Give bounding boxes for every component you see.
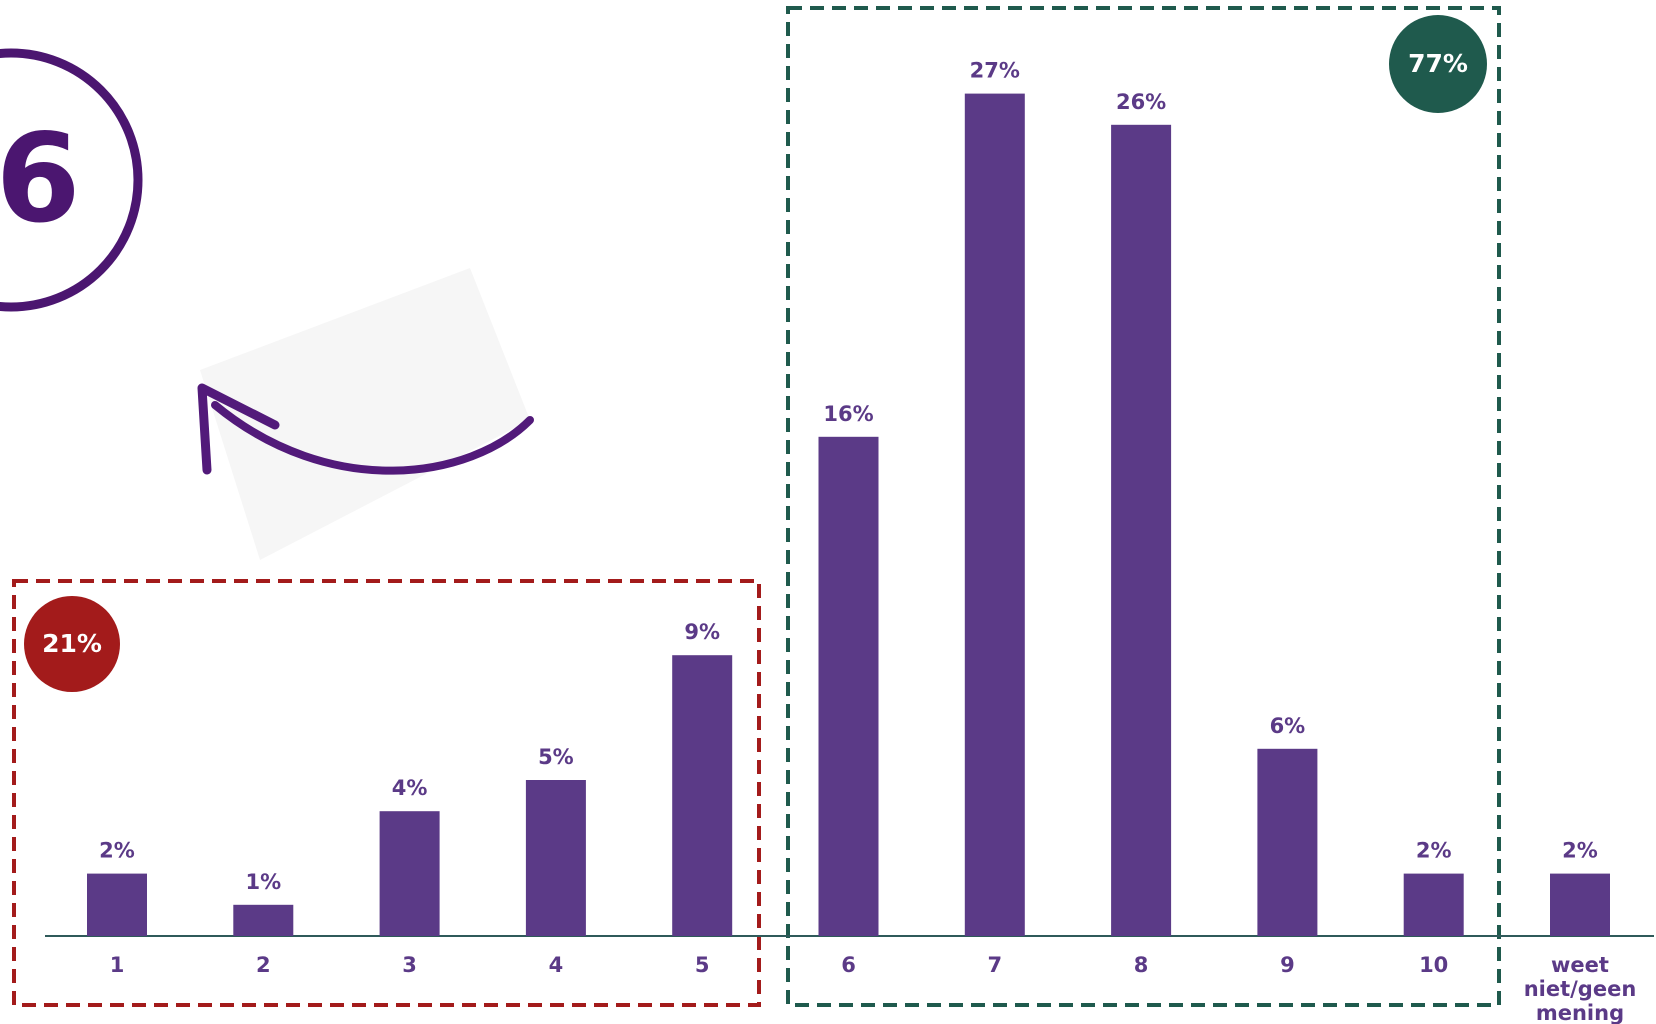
arrow-backdrop — [200, 268, 530, 560]
x-tick-label: 9 — [1280, 953, 1295, 977]
value-label: 2% — [99, 839, 135, 863]
bar — [1257, 748, 1318, 936]
x-tick-label: 3 — [402, 953, 417, 977]
x-tick-label: 8 — [1133, 953, 1149, 977]
x-tick-label: 1 — [109, 953, 125, 977]
value-label: 6% — [1270, 714, 1306, 738]
x-tick-label: 7 — [987, 953, 1003, 977]
value-label: 26% — [1116, 90, 1166, 114]
value-label: 4% — [392, 776, 428, 800]
bar — [87, 873, 147, 936]
x-tick-label: 5 — [694, 953, 710, 977]
bar — [1403, 873, 1464, 936]
group-badge — [24, 596, 120, 692]
bar — [525, 780, 586, 936]
value-label: 2% — [1562, 839, 1598, 863]
value-label: 2% — [1416, 839, 1452, 863]
bar — [233, 904, 294, 936]
x-tick-label: 4 — [548, 953, 564, 977]
group-label: 21% — [42, 629, 102, 658]
value-label: 16% — [823, 402, 873, 426]
arrow-head — [197, 383, 280, 475]
bar — [672, 655, 733, 936]
arrow — [211, 401, 534, 475]
bar — [964, 93, 1025, 937]
group-label: 77% — [1408, 49, 1468, 78]
value-label: 9% — [684, 620, 720, 644]
x-tick-label: 2 — [255, 953, 271, 977]
group-badge — [1389, 15, 1487, 113]
score: 6 — [0, 108, 80, 250]
value-label: 1% — [245, 870, 281, 894]
score-circle — [0, 48, 143, 312]
x-tick-label: 10 — [1419, 953, 1449, 977]
bar — [818, 436, 879, 936]
bar — [379, 811, 440, 936]
x-tick-label: 6 — [841, 953, 856, 977]
group-box-high — [786, 6, 1501, 1007]
x-tick-label: weet niet/geen mening — [1523, 953, 1637, 1024]
group-box-low — [12, 579, 761, 1007]
bar — [1550, 873, 1610, 936]
value-label: 27% — [970, 59, 1020, 83]
value-label: 5% — [538, 745, 574, 769]
bar — [1111, 124, 1172, 937]
